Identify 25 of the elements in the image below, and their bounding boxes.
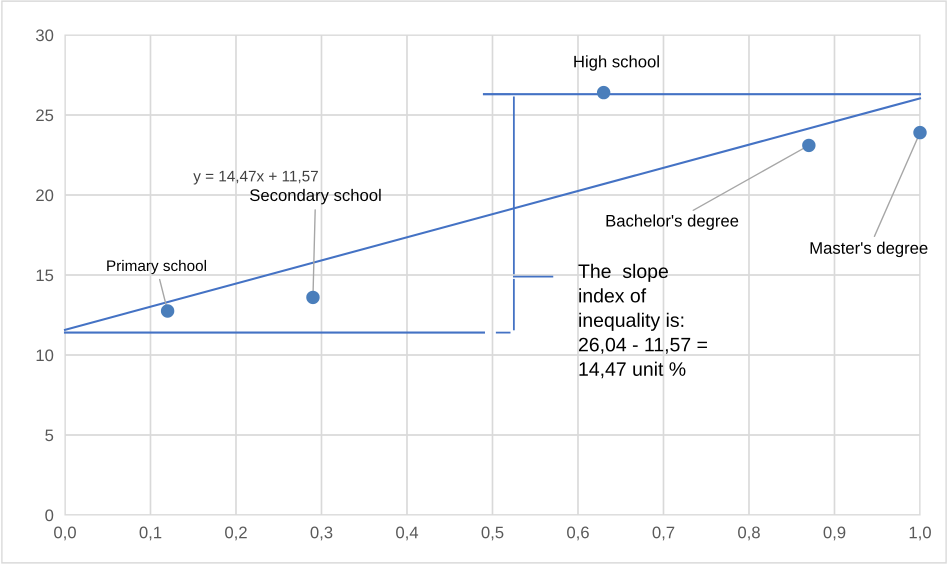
annotation: Primary school: [107, 260, 206, 274]
y-tick-label: 25: [36, 109, 54, 122]
annotation: Master's degree: [810, 242, 928, 258]
x-tick-label: 0,7: [652, 526, 674, 540]
x-tick-label: 0,1: [140, 526, 162, 540]
y-tick-label: 0: [45, 509, 54, 522]
y-tick-label: 15: [36, 270, 54, 282]
annotation: The slope index of inequality is: 26,04 - 11,57 = 14,47 unit %: [578, 264, 707, 378]
x-tick-label: 0,0: [54, 526, 76, 540]
y-tick-label: 5: [45, 430, 54, 442]
x-tick-label: 0,2: [225, 526, 247, 540]
annotation: Bachelor's degree: [606, 214, 738, 230]
x-tick-label: 1,0: [910, 526, 931, 540]
annotation: High school: [574, 55, 659, 71]
x-tick-label: 0,8: [738, 526, 760, 540]
y-tick-label: 30: [36, 29, 54, 42]
x-tick-label: 0,6: [567, 526, 589, 540]
annotation: y = 14,47x + 11,57: [193, 170, 318, 185]
annotation: Secondary school: [250, 188, 381, 204]
x-tick-label: 0,3: [310, 526, 332, 540]
x-tick-label: 0,9: [824, 526, 846, 540]
y-tick-label: 20: [36, 189, 54, 202]
x-tick-label: 0,4: [396, 526, 418, 540]
y-tick-label: 10: [36, 349, 54, 362]
x-tick-label: 0,5: [482, 526, 504, 540]
